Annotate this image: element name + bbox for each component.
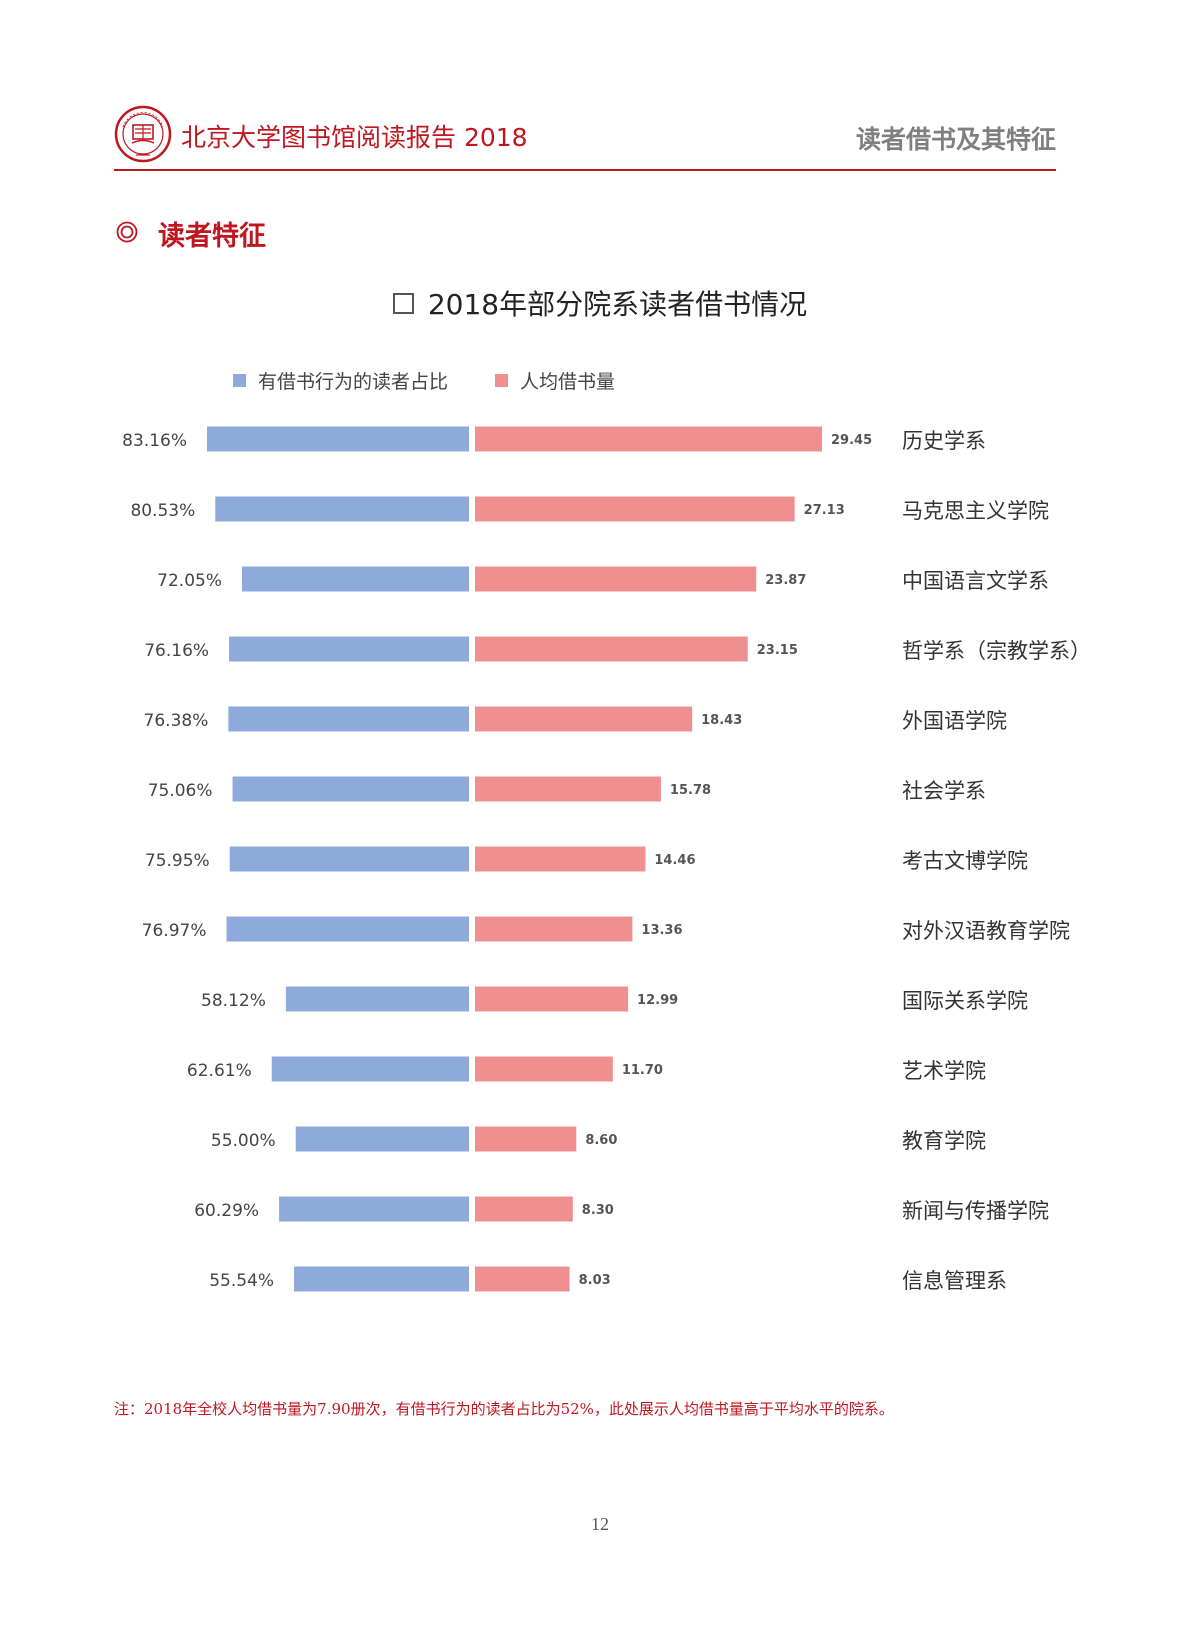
- section-label: 读者借书及其特征: [855, 125, 1056, 154]
- page-number: 12: [591, 1514, 609, 1534]
- data-label-avg-borrow: 8.03: [579, 1273, 611, 1288]
- category-label: 考古文博学院: [902, 849, 1028, 873]
- data-label-avg-borrow: 8.30: [582, 1203, 614, 1218]
- bar-avg-borrow: [475, 1126, 577, 1152]
- chart-title-group: 2018年部分院系读者借书情况: [392, 283, 808, 323]
- data-label-readers-ratio: 75.06%: [148, 781, 213, 801]
- data-label-avg-borrow: 12.99: [637, 993, 678, 1008]
- data-label-readers-ratio: 76.97%: [142, 921, 207, 941]
- legend-item-avg-borrow: 人均借书量: [495, 367, 615, 394]
- legend-label-readers-ratio: 有借书行为的读者占比: [258, 371, 449, 393]
- report-title: 北京大学图书馆阅读报告 2018: [181, 123, 528, 152]
- category-label: 艺术学院: [902, 1059, 986, 1083]
- bar-avg-borrow: [475, 916, 633, 942]
- data-label-avg-borrow: 23.87: [765, 573, 806, 588]
- bar-readers-ratio: [228, 706, 469, 732]
- bar-readers-ratio: [294, 1266, 469, 1292]
- data-label-readers-ratio: 76.16%: [144, 641, 209, 661]
- category-label: 教育学院: [902, 1129, 986, 1153]
- category-label: 外国语学院: [902, 709, 1007, 733]
- checkbox-square-icon: [392, 292, 414, 314]
- bar-readers-ratio: [229, 846, 469, 872]
- bar-avg-borrow: [475, 566, 757, 592]
- data-label-avg-borrow: 18.43: [701, 713, 742, 728]
- butterfly-bar-chart: 83.16% 29.45 历史学系 80.53% 27.13 马克思主义学院 72.05% 2…: [122, 426, 1091, 1293]
- data-label-readers-ratio: 76.38%: [144, 711, 209, 731]
- footnote: 注：2018年全校人均借书量为7.90册次，有借书行为的读者占比为52%，此处展…: [114, 1400, 894, 1418]
- bar-readers-ratio: [215, 496, 469, 522]
- legend-item-readers-ratio: 有借书行为的读者占比: [233, 367, 448, 394]
- bar-readers-ratio: [271, 1056, 469, 1082]
- bar-avg-borrow: [475, 986, 629, 1012]
- data-label-avg-borrow: 29.45: [831, 433, 872, 448]
- bar-avg-borrow: [475, 1266, 570, 1292]
- chart-title: 2018年部分院系读者借书情况: [427, 288, 808, 321]
- category-label: 社会学系: [902, 779, 986, 803]
- legend-swatch-red: [495, 374, 508, 387]
- data-label-avg-borrow: 23.15: [757, 643, 798, 658]
- data-label-readers-ratio: 55.54%: [209, 1271, 274, 1291]
- header-divider: [114, 169, 1056, 171]
- bar-readers-ratio: [229, 636, 469, 662]
- bar-avg-borrow: [475, 426, 822, 452]
- bar-avg-borrow: [475, 706, 693, 732]
- data-label-avg-borrow: 8.60: [585, 1133, 617, 1148]
- bar-readers-ratio: [242, 566, 469, 592]
- data-label-readers-ratio: 75.95%: [145, 851, 210, 871]
- chart-title-row: 2018年部分院系读者借书情况: [0, 283, 1200, 323]
- legend-label-avg-borrow: 人均借书量: [520, 371, 616, 393]
- data-label-avg-borrow: 15.78: [670, 783, 711, 798]
- category-label: 信息管理系: [902, 1269, 1007, 1293]
- category-label: 国际关系学院: [902, 989, 1028, 1013]
- university-library-logo: [114, 105, 172, 163]
- subsection-title: 读者特征: [158, 221, 266, 252]
- bar-avg-borrow: [475, 1196, 573, 1222]
- data-label-avg-borrow: 14.46: [654, 853, 695, 868]
- bar-readers-ratio: [226, 916, 469, 942]
- bar-readers-ratio: [207, 426, 469, 452]
- category-label: 马克思主义学院: [902, 499, 1049, 523]
- data-label-readers-ratio: 58.12%: [201, 991, 266, 1011]
- bar-avg-borrow: [475, 1056, 613, 1082]
- data-label-avg-borrow: 11.70: [622, 1063, 663, 1078]
- bar-avg-borrow: [475, 636, 748, 662]
- data-label-avg-borrow: 13.36: [641, 923, 682, 938]
- legend-swatch-blue: [233, 374, 246, 387]
- bar-avg-borrow: [475, 776, 661, 802]
- bar-avg-borrow: [475, 496, 795, 522]
- category-label: 新闻与传播学院: [902, 1199, 1049, 1223]
- bar-readers-ratio: [232, 776, 469, 802]
- category-label: 哲学系（宗教学系）: [902, 639, 1091, 663]
- data-label-readers-ratio: 62.61%: [187, 1061, 252, 1081]
- page-header: 北京大学图书馆阅读报告 2018 读者借书及其特征: [114, 105, 1056, 171]
- data-label-readers-ratio: 60.29%: [194, 1201, 259, 1221]
- double-circle-icon: [116, 221, 138, 243]
- bar-readers-ratio: [279, 1196, 469, 1222]
- data-label-readers-ratio: 55.00%: [211, 1131, 276, 1151]
- bar-avg-borrow: [475, 846, 646, 872]
- category-label: 对外汉语教育学院: [902, 919, 1070, 943]
- category-label: 中国语言文学系: [902, 569, 1049, 593]
- data-label-avg-borrow: 27.13: [804, 503, 845, 518]
- data-label-readers-ratio: 72.05%: [157, 571, 222, 591]
- bar-readers-ratio: [295, 1126, 469, 1152]
- category-label: 历史学系: [902, 429, 986, 453]
- data-label-readers-ratio: 83.16%: [122, 431, 187, 451]
- bar-readers-ratio: [285, 986, 469, 1012]
- data-label-readers-ratio: 80.53%: [130, 501, 195, 521]
